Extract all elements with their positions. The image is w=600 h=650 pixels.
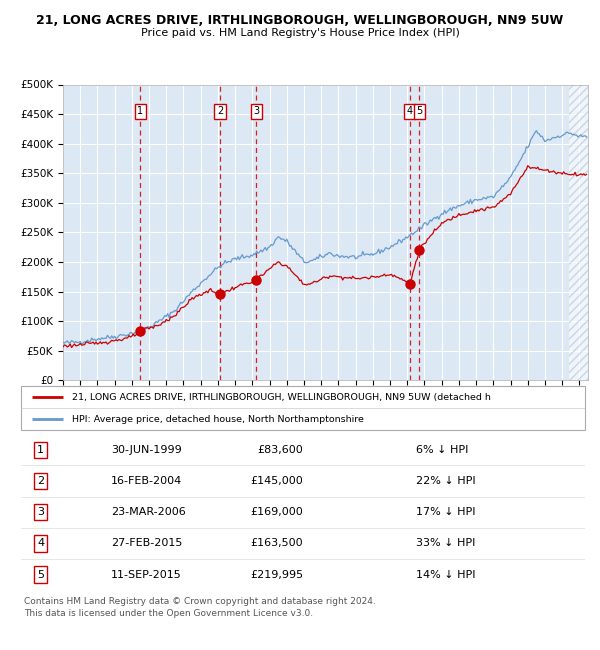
Text: £145,000: £145,000 (250, 476, 303, 486)
Text: 2: 2 (217, 106, 223, 116)
Text: 3: 3 (37, 507, 44, 517)
Text: 4: 4 (37, 538, 44, 549)
Text: 30-JUN-1999: 30-JUN-1999 (111, 445, 182, 455)
Text: £169,000: £169,000 (250, 507, 303, 517)
Text: £163,500: £163,500 (250, 538, 303, 549)
Text: 33% ↓ HPI: 33% ↓ HPI (416, 538, 475, 549)
Text: 3: 3 (253, 106, 259, 116)
FancyBboxPatch shape (21, 386, 585, 430)
Bar (569, 84, 588, 380)
Text: 1: 1 (137, 106, 143, 116)
Text: 23-MAR-2006: 23-MAR-2006 (111, 507, 186, 517)
Text: 11-SEP-2015: 11-SEP-2015 (111, 569, 182, 580)
Text: 1: 1 (37, 445, 44, 455)
Text: 27-FEB-2015: 27-FEB-2015 (111, 538, 182, 549)
Text: 4: 4 (407, 106, 413, 116)
Text: £83,600: £83,600 (257, 445, 303, 455)
Text: 21, LONG ACRES DRIVE, IRTHLINGBOROUGH, WELLINGBOROUGH, NN9 5UW (detached h: 21, LONG ACRES DRIVE, IRTHLINGBOROUGH, W… (72, 393, 491, 402)
Text: Contains HM Land Registry data © Crown copyright and database right 2024.: Contains HM Land Registry data © Crown c… (24, 597, 376, 606)
Text: £219,995: £219,995 (250, 569, 303, 580)
Text: 22% ↓ HPI: 22% ↓ HPI (416, 476, 475, 486)
Text: HPI: Average price, detached house, North Northamptonshire: HPI: Average price, detached house, Nort… (72, 415, 364, 424)
Text: 2: 2 (37, 476, 44, 486)
Text: This data is licensed under the Open Government Licence v3.0.: This data is licensed under the Open Gov… (24, 609, 313, 618)
Text: 6% ↓ HPI: 6% ↓ HPI (416, 445, 468, 455)
Text: 5: 5 (416, 106, 422, 116)
Text: 16-FEB-2004: 16-FEB-2004 (111, 476, 182, 486)
Text: 5: 5 (37, 569, 44, 580)
Text: Price paid vs. HM Land Registry's House Price Index (HPI): Price paid vs. HM Land Registry's House … (140, 28, 460, 38)
Text: 17% ↓ HPI: 17% ↓ HPI (416, 507, 475, 517)
Text: 14% ↓ HPI: 14% ↓ HPI (416, 569, 475, 580)
Text: 21, LONG ACRES DRIVE, IRTHLINGBOROUGH, WELLINGBOROUGH, NN9 5UW: 21, LONG ACRES DRIVE, IRTHLINGBOROUGH, W… (37, 14, 563, 27)
